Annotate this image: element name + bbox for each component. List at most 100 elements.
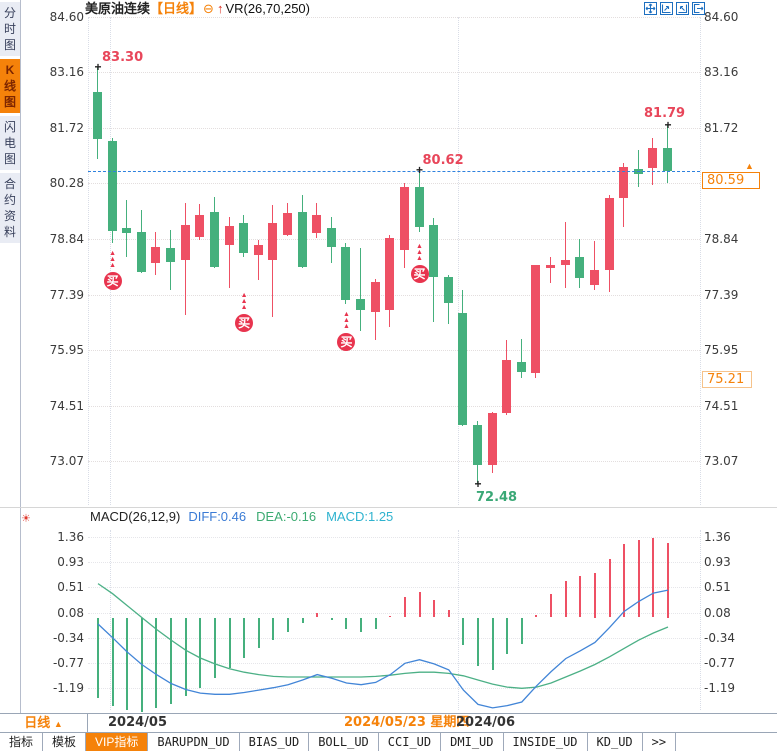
price-gridline <box>88 17 700 18</box>
indicator-tab-cciud[interactable]: CCI_UD <box>379 733 442 751</box>
buy-signal-arrows: ▲ ▲ ▲ <box>411 243 429 262</box>
indicator-tab-[interactable]: >> <box>643 733 677 751</box>
move-crosshair-icon[interactable] <box>644 2 657 15</box>
sidebar-tab-item[interactable]: 闪电图 <box>0 116 20 170</box>
indicator-tab-[interactable]: 模板 <box>43 733 87 751</box>
indicator-tab-insideud[interactable]: INSIDE_UD <box>504 733 588 751</box>
expand-pane-right-icon[interactable] <box>676 2 689 15</box>
macd-histogram-bar <box>272 617 274 641</box>
macd-histogram-bar <box>287 617 289 633</box>
macd-histogram-bar <box>375 617 377 629</box>
buy-signal-badge[interactable]: 买 <box>337 332 356 351</box>
price-axis-label-left: 78.84 <box>49 231 84 246</box>
sidebar-tab-item[interactable]: 合约资料 <box>0 173 20 243</box>
red-up-arrow-icon: ↑ <box>216 1 224 16</box>
buy-signal-badge[interactable]: 买 <box>235 313 254 332</box>
macd-histogram-bar <box>155 617 157 708</box>
pane-layout-toolbar <box>644 2 705 15</box>
macd-macd-value: MACD:1.25 <box>326 509 394 524</box>
candle-wick <box>126 199 127 257</box>
buy-triangle-icon: ▲ <box>416 254 423 262</box>
candle-wick <box>638 149 639 187</box>
macd-axis-label-right: -0.77 <box>704 656 736 671</box>
period-label[interactable]: 【日线】 <box>150 1 203 16</box>
candle-body <box>93 91 102 140</box>
price-axis-label-left: 80.28 <box>49 176 84 191</box>
timeline-row: 日线 ▲ 2024/05 2024/05/23 星期四 2024/06 <box>0 713 777 732</box>
indicator-tab-dmiud[interactable]: DMI_UD <box>441 733 504 751</box>
macd-histogram-bar <box>579 576 581 618</box>
macd-axis-label-left: 0.93 <box>57 555 84 570</box>
candle-body <box>605 198 614 270</box>
buy-signal-badge[interactable]: 买 <box>103 272 122 291</box>
price-axis-label-left: 84.60 <box>49 10 84 24</box>
macd-dea-value: DEA:-0.16 <box>256 509 317 524</box>
candle-body <box>312 214 321 234</box>
candle-body <box>210 211 219 267</box>
buy-triangle-icon: ▲ <box>240 291 248 299</box>
period-selector[interactable]: 日线 ▲ <box>0 714 88 732</box>
macd-axis-label-left: -1.19 <box>52 681 84 696</box>
buy-triangle-icon: ▲ <box>342 310 350 318</box>
indicator-tab-bar: 指标 模板 VIP指标 BARUPDN_UD BIAS_UD BOLL_UD CCI_UD D… <box>0 732 777 751</box>
macd-histogram-bar <box>185 617 187 697</box>
macd-title[interactable]: MACD(26,12,9) <box>90 509 181 524</box>
price-axis-label-right: 84.60 <box>704 10 739 24</box>
indicator-tab-biasud[interactable]: BIAS_UD <box>240 733 310 751</box>
indicator-tab-bollud[interactable]: BOLL_UD <box>309 733 379 751</box>
price-axis-label-left: 83.16 <box>49 65 84 80</box>
chart-area[interactable]: 84.6084.6083.1683.1681.7281.7280.2880.28… <box>0 0 777 712</box>
expand-pane-left-icon[interactable] <box>660 2 673 15</box>
macd-histogram-bar <box>609 558 611 618</box>
candle-body <box>341 246 350 301</box>
macd-histogram-bar <box>214 617 216 679</box>
macd-gridline <box>88 587 700 589</box>
candle-body <box>531 265 540 374</box>
macd-histogram-bar <box>433 600 435 618</box>
indicator-tab-[interactable]: 指标 <box>0 733 44 751</box>
candle-wick <box>521 338 522 379</box>
buy-signal-badge[interactable]: 买 <box>410 264 429 283</box>
collapse-circle-minus-icon[interactable]: ⊖ <box>203 1 214 16</box>
price-gridline <box>88 405 700 407</box>
month-gridline <box>110 17 111 505</box>
dea-line <box>97 583 669 689</box>
macd-axis-label-left: -0.77 <box>52 656 84 671</box>
date-label: 2024/05/23 星期四 <box>344 715 470 730</box>
macd-axis-label-right: -1.19 <box>704 681 736 696</box>
candle-body <box>517 361 526 372</box>
macd-histogram-bar <box>229 617 231 669</box>
period-text: 日线 <box>24 715 51 730</box>
macd-histogram-bar <box>492 617 494 670</box>
candle-body <box>648 148 657 169</box>
candle-body <box>283 213 292 235</box>
indicator-tab-barupdnud[interactable]: BARUPDN_UD <box>148 733 240 751</box>
macd-histogram-bar <box>389 615 391 618</box>
sidebar-tab-item[interactable]: 分时图 <box>0 2 20 56</box>
buy-signal-arrows: ▲ ▲ ▲ <box>337 310 355 330</box>
indicator-tab-kdud[interactable]: KD_UD <box>588 733 643 751</box>
macd-histogram-bar <box>243 617 245 658</box>
macd-header: MACD(26,12,9) DIFF:0.46 DEA:-0.16 MACD:1.25 <box>90 509 393 524</box>
macd-histogram-bar <box>126 617 128 710</box>
macd-histogram-bar <box>623 544 625 618</box>
month-gridline <box>458 17 459 505</box>
month-gridline-macd <box>458 530 459 710</box>
macd-histogram-bar <box>404 597 406 618</box>
macd-histogram-bar <box>462 617 464 646</box>
chart-header: 美原油连续【日线】⊖ ↑ VR(26,70,250) <box>85 0 314 17</box>
price-axis-label-right: 74.51 <box>704 398 739 413</box>
candle-body <box>137 231 146 272</box>
vr-indicator-label[interactable]: VR(26,70,250) <box>225 1 310 16</box>
symbol-name: 美原油连续 <box>85 1 151 16</box>
exit-pane-icon[interactable] <box>692 2 705 15</box>
indicator-tab-vip[interactable]: VIP指标 <box>86 733 149 751</box>
plot-left-edge <box>88 17 89 505</box>
indicator-sun-icon[interactable]: ☀ <box>21 513 31 525</box>
candle-body <box>385 238 394 311</box>
price-gridline <box>88 461 700 463</box>
price-gridline <box>88 294 700 296</box>
candle-body <box>429 224 438 277</box>
